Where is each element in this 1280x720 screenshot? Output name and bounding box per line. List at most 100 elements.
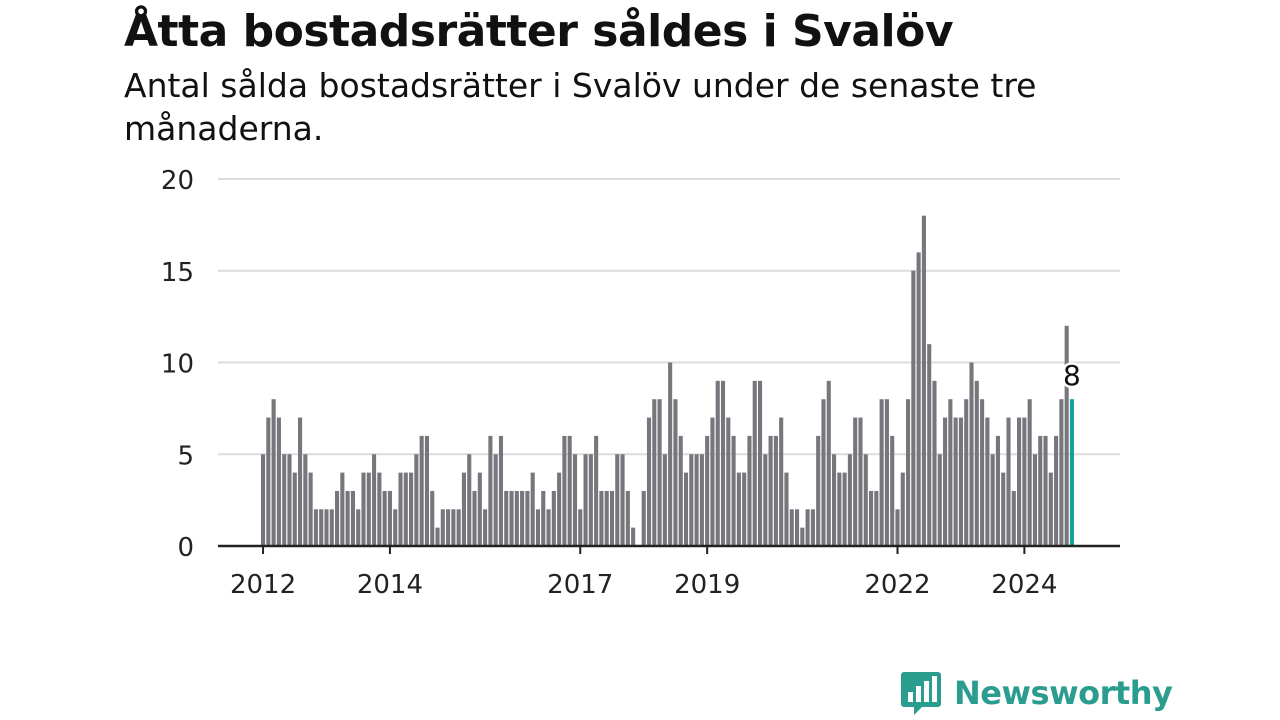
brand-logo: Newsworthy — [900, 670, 1173, 716]
bar — [964, 399, 969, 546]
x-axis: 2012 2014 2017 2019 2022 2024 — [218, 544, 1120, 600]
bar — [372, 454, 377, 546]
bar — [1032, 454, 1038, 546]
bar — [1006, 417, 1011, 546]
bar — [308, 472, 313, 546]
bar — [784, 472, 789, 546]
bar — [1001, 472, 1006, 546]
bar — [874, 490, 879, 546]
bar — [525, 490, 530, 546]
bar — [821, 399, 826, 546]
bar — [440, 509, 445, 546]
bar — [609, 490, 615, 546]
bar — [853, 417, 858, 546]
bar-chart: 0 5 10 15 20 2012 2014 2017 2019 2022 2024 8 — [161, 166, 1120, 600]
bar — [509, 490, 514, 546]
bar — [694, 454, 699, 546]
bar — [879, 399, 884, 546]
annotations: 8 — [1061, 357, 1084, 395]
bar — [1017, 417, 1022, 546]
bar-highlight — [1069, 399, 1075, 546]
bar — [604, 490, 609, 546]
bar — [794, 509, 800, 546]
bar — [757, 380, 763, 546]
bar — [826, 380, 831, 546]
bar — [805, 509, 810, 546]
bar — [292, 472, 297, 546]
bar — [768, 435, 773, 546]
bar — [282, 454, 287, 546]
bar — [699, 454, 704, 546]
bar — [520, 490, 525, 546]
bar — [837, 472, 842, 546]
bar — [583, 454, 588, 546]
bar — [736, 472, 741, 546]
bar — [541, 490, 546, 546]
bar — [747, 435, 752, 546]
x-tick-label: 2017 — [547, 570, 613, 600]
bar — [646, 417, 652, 546]
bar — [530, 472, 535, 546]
bar — [477, 472, 482, 546]
bar — [287, 454, 292, 546]
bar — [514, 490, 519, 546]
bar — [504, 490, 509, 546]
bar — [932, 380, 937, 546]
bar — [266, 417, 271, 546]
bar — [810, 509, 815, 546]
x-tick-label: 2012 — [230, 570, 296, 600]
bar — [980, 399, 985, 546]
bar — [1027, 399, 1032, 546]
bar — [588, 454, 593, 546]
bar — [546, 509, 551, 546]
bar — [895, 509, 900, 546]
bar — [419, 435, 424, 546]
bar — [1054, 435, 1059, 546]
bar — [720, 380, 726, 546]
bar — [562, 435, 567, 546]
bar — [303, 454, 308, 546]
bar — [319, 509, 324, 546]
bar — [403, 472, 408, 546]
bar — [409, 472, 414, 546]
y-tick-label: 5 — [177, 441, 194, 471]
bar — [298, 417, 303, 546]
bar — [461, 472, 467, 546]
bar — [620, 454, 625, 546]
bar — [911, 270, 916, 546]
bar — [789, 509, 794, 546]
bar — [631, 527, 636, 546]
bar — [948, 399, 953, 546]
x-tick-label: 2014 — [357, 570, 423, 600]
bar — [467, 454, 472, 546]
y-tick-label: 15 — [161, 258, 194, 288]
bar — [858, 417, 863, 546]
bar — [773, 435, 778, 546]
bar — [953, 417, 958, 546]
bar — [472, 490, 477, 546]
bar — [900, 472, 905, 546]
bar — [261, 454, 266, 546]
bar — [424, 435, 429, 546]
chart-subtitle: Antal sålda bostadsrätter i Svalöv under… — [124, 66, 1037, 148]
bar — [943, 417, 948, 546]
bar — [361, 472, 366, 546]
bar — [705, 435, 710, 546]
bar — [335, 490, 340, 546]
bar — [847, 454, 852, 546]
bar — [985, 417, 990, 546]
bar — [863, 454, 868, 546]
bar — [329, 509, 334, 546]
bar — [958, 417, 963, 546]
bar — [678, 435, 683, 546]
bar — [927, 344, 932, 546]
bar — [594, 435, 599, 546]
bar — [673, 399, 678, 546]
bar — [1043, 435, 1048, 546]
bar — [615, 454, 620, 546]
bar — [387, 490, 392, 546]
bar — [990, 454, 995, 546]
bar — [488, 435, 493, 546]
y-tick-label: 0 — [177, 533, 194, 563]
bar — [969, 362, 974, 546]
